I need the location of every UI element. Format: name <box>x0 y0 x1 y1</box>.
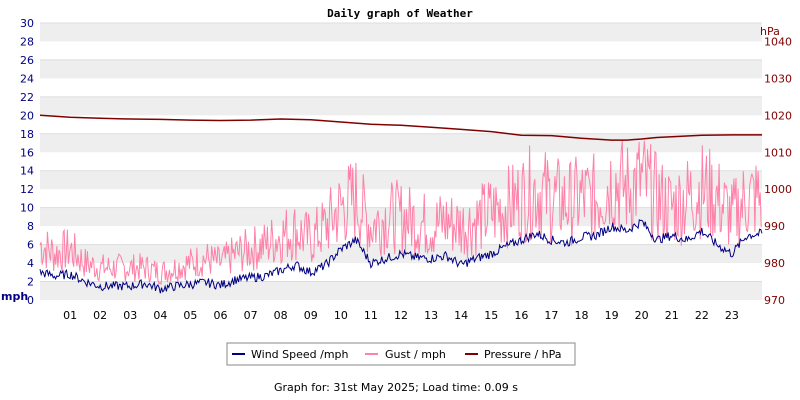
pressure-line <box>39 114 762 141</box>
x-tick-label: 02 <box>93 309 107 322</box>
y-right-tick-label: 970 <box>764 294 785 307</box>
x-tick-label: 14 <box>454 309 468 322</box>
legend-label-gust: Gust / mph <box>385 348 446 361</box>
y-right-tick-label: 1020 <box>764 109 792 122</box>
legend-box <box>226 342 576 366</box>
grid-bands <box>40 22 762 300</box>
y-left-tick-label: 4 <box>27 257 34 270</box>
x-tick-label: 16 <box>514 309 528 322</box>
y-right-tick-label: 1010 <box>764 146 792 159</box>
x-tick-label: 06 <box>214 309 228 322</box>
y-left-tick-label: 0 <box>27 294 34 307</box>
x-tick-label: 19 <box>605 309 619 322</box>
grid-band <box>40 207 762 227</box>
grid-band <box>40 59 762 79</box>
y-left-tick-label: 24 <box>20 72 34 85</box>
x-tick-label: 12 <box>394 309 408 322</box>
y-left-tick-label: 18 <box>20 128 34 141</box>
grid-band <box>40 133 762 153</box>
x-tick-label: 20 <box>635 309 649 322</box>
x-tick-label: 01 <box>63 309 77 322</box>
x-tick-label: 18 <box>575 309 589 322</box>
legend-label-pressure: Pressure / hPa <box>484 348 562 361</box>
y-axis-left-unit: mph <box>1 290 28 303</box>
x-tick-label: 21 <box>665 309 679 322</box>
legend: Wind Speed /mph Gust / mph Pressure / hP… <box>226 342 576 366</box>
x-tick-label: 09 <box>304 309 318 322</box>
legend-label-wind: Wind Speed /mph <box>251 348 349 361</box>
x-tick-label: 23 <box>725 309 739 322</box>
chart-title: Daily graph of Weather <box>327 7 473 20</box>
y-left-tick-label: 26 <box>20 54 34 67</box>
x-tick-label: 04 <box>153 309 167 322</box>
x-tick-label: 05 <box>183 309 197 322</box>
y-axis-right-ticks: 970 980 990 1000 1010 1020 1030 1040 <box>764 35 792 307</box>
y-left-tick-label: 30 <box>20 17 34 30</box>
x-tick-label: 10 <box>334 309 348 322</box>
grid-band <box>40 96 762 116</box>
y-axis-right-unit: hPa <box>760 25 780 38</box>
y-left-tick-label: 16 <box>20 146 34 159</box>
gust-mphline <box>39 140 762 286</box>
x-tick-label: 13 <box>424 309 438 322</box>
y-right-tick-label: 1030 <box>764 72 792 85</box>
y-left-tick-label: 28 <box>20 35 34 48</box>
y-left-tick-label: 6 <box>27 239 34 252</box>
grid-band <box>40 23 762 42</box>
y-right-tick-label: 980 <box>764 257 785 270</box>
y-right-tick-label: 990 <box>764 220 785 233</box>
y-right-tick-label: 1040 <box>764 35 792 48</box>
y-left-tick-label: 10 <box>20 202 34 215</box>
y-left-tick-label: 12 <box>20 183 34 196</box>
x-axis-ticks: 01 02 03 04 05 06 07 08 09 10 11 12 13 14 15 16 17 18 19 20… <box>63 309 739 322</box>
y-left-tick-label: 8 <box>27 220 34 233</box>
gust-series <box>39 140 762 286</box>
x-tick-label: 07 <box>244 309 258 322</box>
x-tick-label: 17 <box>544 309 558 322</box>
x-tick-label: 08 <box>274 309 288 322</box>
wind-speed-series <box>39 219 763 294</box>
y-left-tick-label: 14 <box>20 165 34 178</box>
x-tick-label: 22 <box>695 309 709 322</box>
y-left-tick-label: 22 <box>20 91 34 104</box>
wind-speed-mphline <box>39 219 763 294</box>
y-left-tick-label: 20 <box>20 109 34 122</box>
pressure-series <box>39 114 762 141</box>
x-tick-label: 03 <box>123 309 137 322</box>
x-tick-label: 15 <box>484 309 498 322</box>
y-left-tick-label: 2 <box>27 276 34 289</box>
y-right-tick-label: 1000 <box>764 183 792 196</box>
footer-text: Graph for: 31st May 2025; Load time: 0.0… <box>274 381 518 394</box>
x-tick-label: 11 <box>364 309 378 322</box>
